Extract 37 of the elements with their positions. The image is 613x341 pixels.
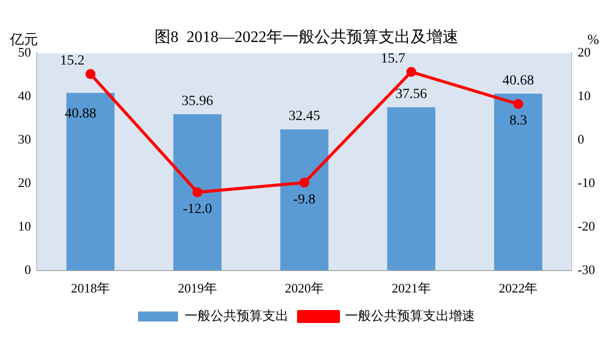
y2-tick-label: 0	[578, 132, 584, 146]
x-tick-label: 2022年	[498, 280, 538, 296]
x-tick-label: 2019年	[178, 280, 217, 296]
y-tick-label: 30	[18, 132, 31, 146]
legend-label: 一般公共预算支出增速	[345, 308, 475, 323]
bar	[387, 107, 436, 270]
legend-label: 一般公共预算支出	[184, 308, 288, 323]
point	[513, 99, 524, 110]
data-label: 35.96	[182, 94, 214, 109]
x-tick-label: 2020年	[284, 280, 324, 296]
y2-tick-label: -10	[578, 174, 596, 190]
bar	[173, 114, 222, 270]
point	[85, 69, 96, 80]
y2-tick-label: 10	[578, 88, 591, 104]
y2-tick-label: -30	[578, 262, 596, 277]
data-label: 32.45	[288, 109, 320, 124]
bar	[280, 129, 328, 270]
x-tick-label: 2021年	[392, 280, 431, 296]
y-tick-label: 40	[18, 88, 31, 104]
point	[192, 187, 202, 198]
bar	[66, 92, 115, 270]
x-tick-label: 2018年	[70, 280, 110, 296]
y2-tick-label: -20	[578, 218, 596, 234]
chart-title: 图8 2018—2022年一般公共预算支出及增速	[154, 28, 458, 46]
data-label: -12.0	[182, 202, 212, 217]
y-tick-label: 10	[18, 218, 31, 234]
data-label: 40.68	[502, 73, 534, 88]
data-label: 15.2	[60, 54, 84, 69]
y-tick-label: 0	[24, 262, 31, 277]
data-label: 15.7	[380, 52, 406, 67]
point	[406, 66, 416, 77]
data-label: -9.8	[293, 192, 316, 208]
bar	[494, 94, 542, 270]
point	[299, 178, 310, 188]
data-label: 37.56	[396, 86, 428, 102]
y-tick-label: 20	[18, 174, 31, 190]
data-label: 8.3	[509, 114, 527, 129]
